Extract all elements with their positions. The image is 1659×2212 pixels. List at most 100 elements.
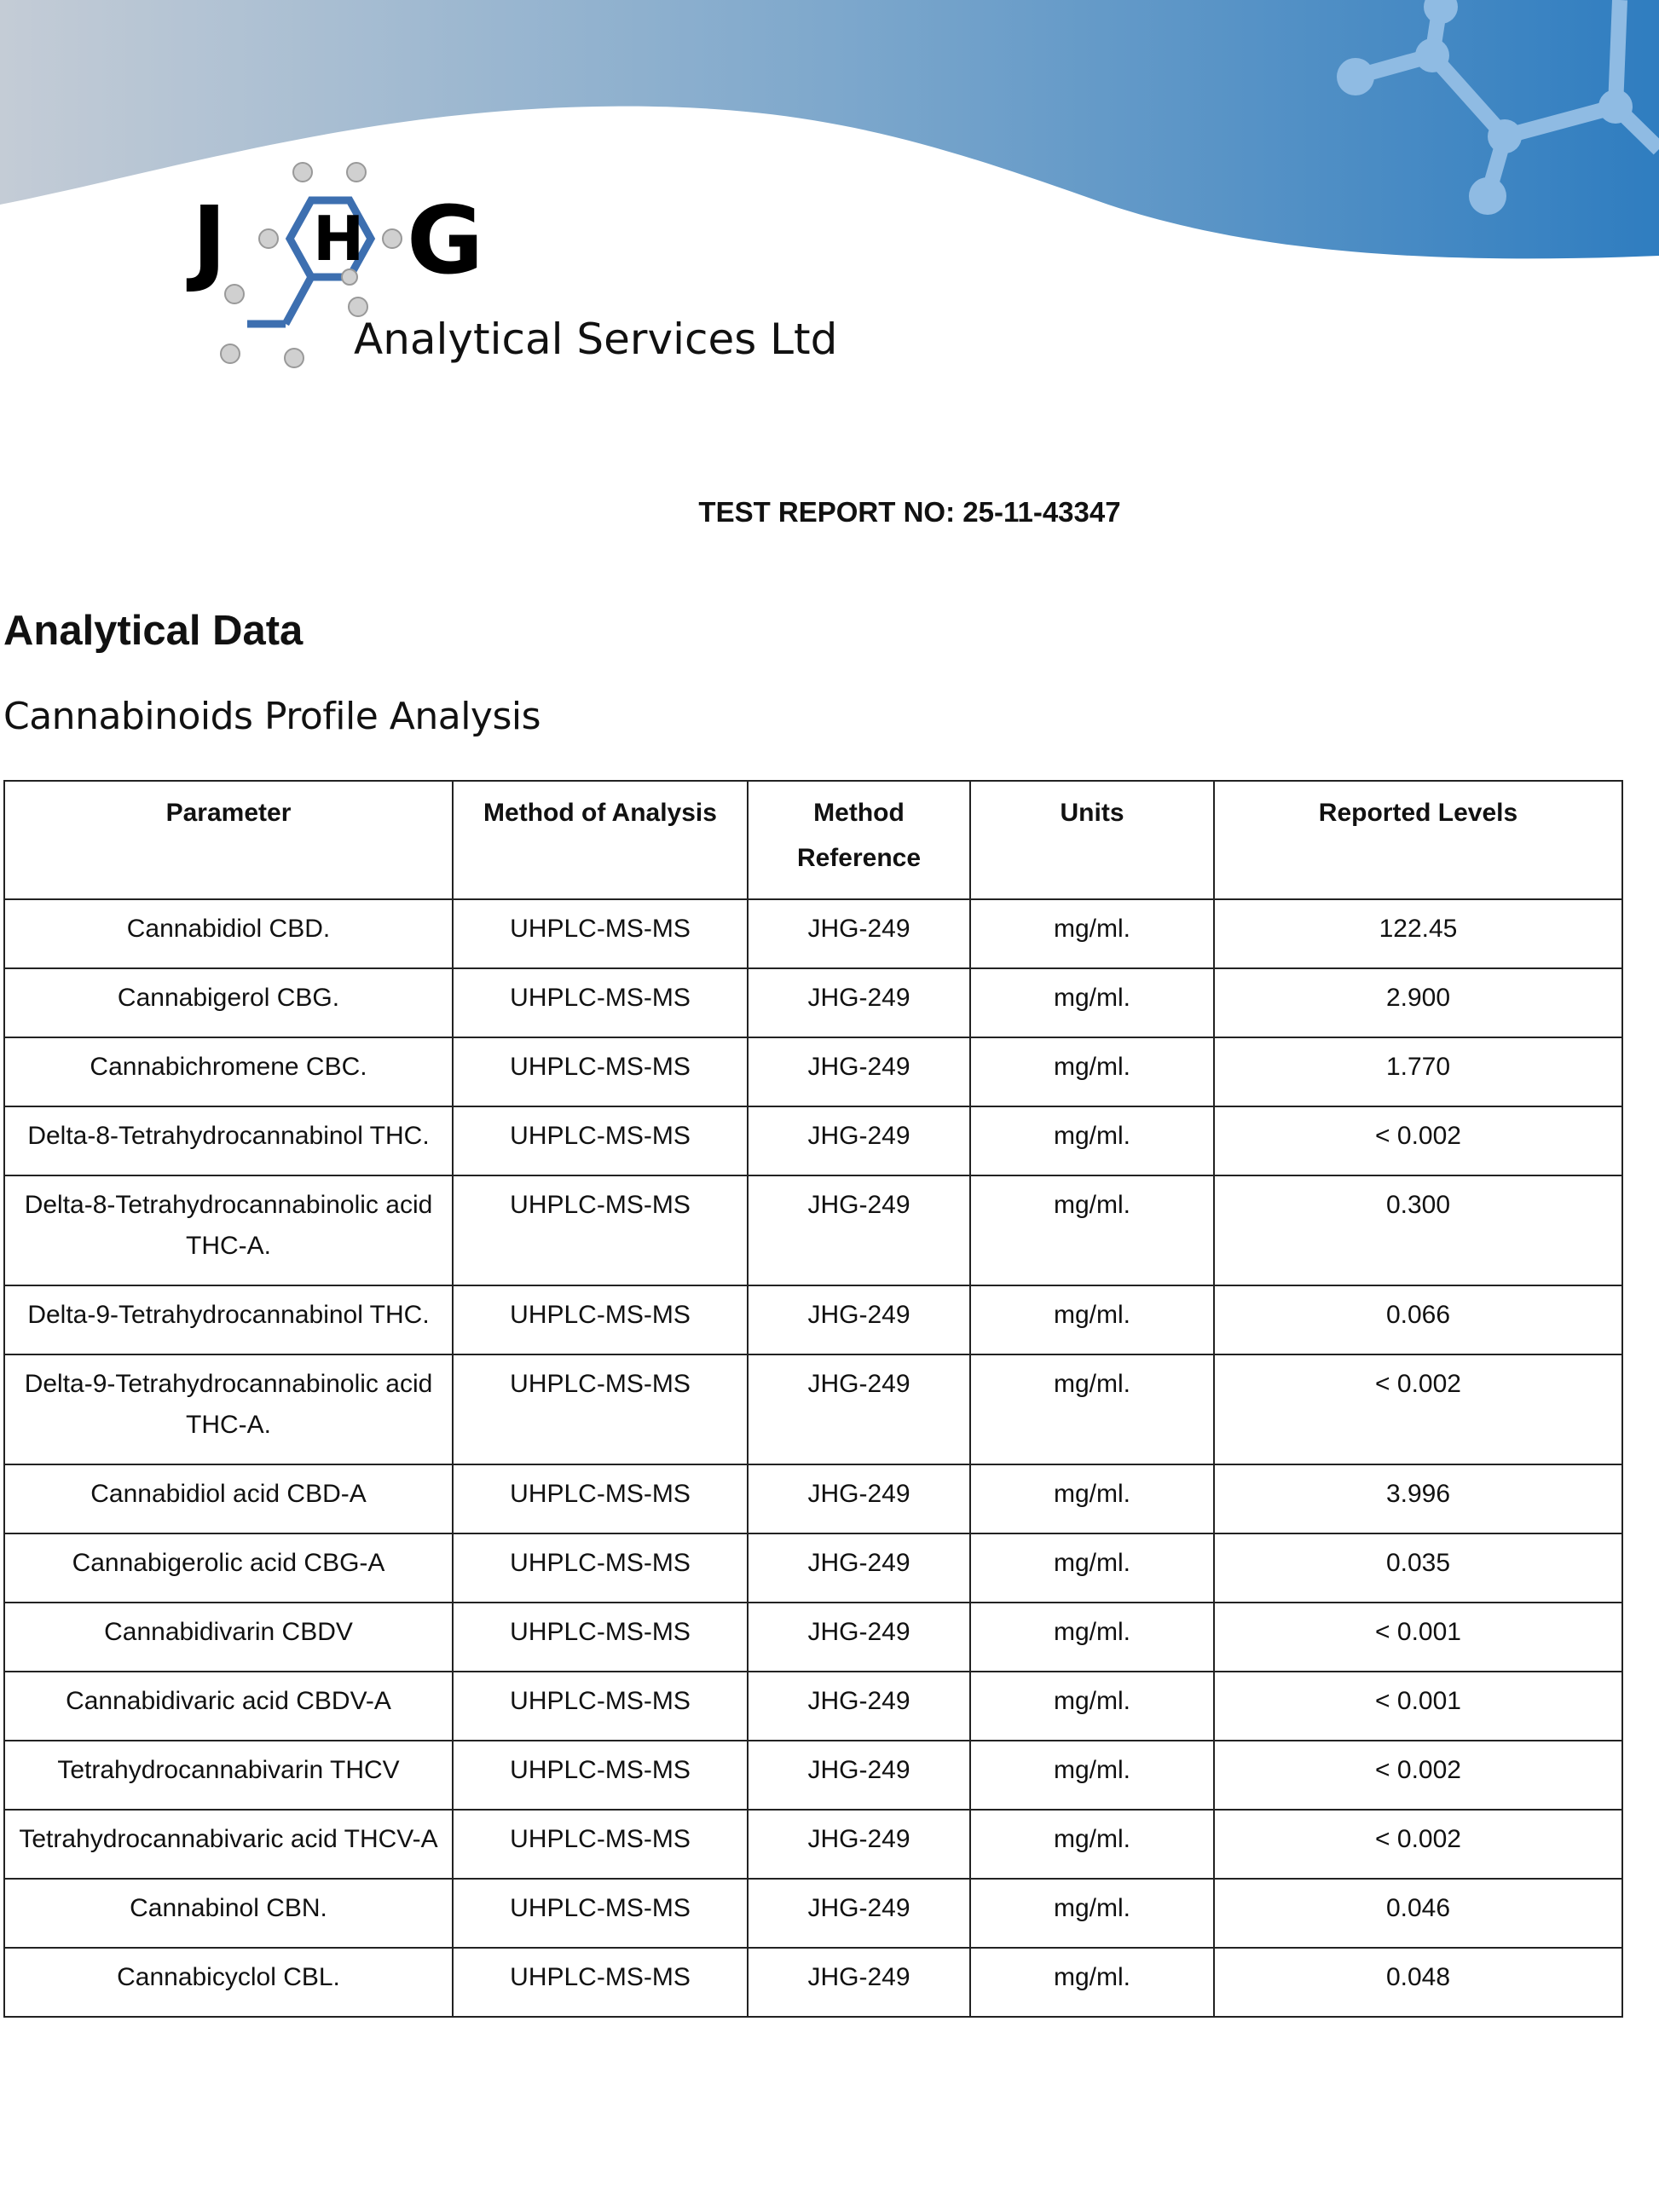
reference-cell: JHG-249 bbox=[747, 1878, 971, 1949]
reference-cell: JHG-249 bbox=[747, 1354, 971, 1465]
reference-cell: JHG-249 bbox=[747, 1740, 971, 1811]
logo-letter-j: J bbox=[186, 186, 227, 295]
level-cell: 0.035 bbox=[1213, 1533, 1623, 1603]
section-subtitle: Cannabinoids Profile Analysis bbox=[3, 695, 541, 738]
units-cell: mg/ml. bbox=[969, 1671, 1215, 1741]
reference-cell: JHG-249 bbox=[747, 1175, 971, 1286]
units-cell: mg/ml. bbox=[969, 1878, 1215, 1949]
units-cell: mg/ml. bbox=[969, 1354, 1215, 1465]
units-cell: mg/ml. bbox=[969, 1533, 1215, 1603]
method-cell: UHPLC-MS-MS bbox=[452, 1671, 749, 1741]
method-cell: UHPLC-MS-MS bbox=[452, 898, 749, 969]
parameter-cell: Cannabigerolic acid CBG-A bbox=[3, 1533, 454, 1603]
table-row: Cannabigerolic acid CBG-A UHPLC-MS-MS JHG-… bbox=[3, 1533, 1623, 1603]
parameter-cell: Tetrahydrocannabivarin THCV bbox=[3, 1740, 454, 1811]
header-banner bbox=[0, 0, 1659, 259]
units-cell: mg/ml. bbox=[969, 1285, 1215, 1355]
method-cell: UHPLC-MS-MS bbox=[452, 1464, 749, 1534]
method-cell: UHPLC-MS-MS bbox=[452, 1175, 749, 1286]
method-cell: UHPLC-MS-MS bbox=[452, 1354, 749, 1465]
method-cell: UHPLC-MS-MS bbox=[452, 1809, 749, 1880]
level-cell: 3.996 bbox=[1213, 1464, 1623, 1534]
method-cell: UHPLC-MS-MS bbox=[452, 1602, 749, 1672]
level-cell: 0.048 bbox=[1213, 1947, 1623, 2018]
parameter-cell: Cannabigerol CBG. bbox=[3, 967, 454, 1038]
reference-cell: JHG-249 bbox=[747, 898, 971, 969]
table-row: Cannabidiol acid CBD-A UHPLC-MS-MS JHG-249… bbox=[3, 1464, 1623, 1534]
reference-cell: JHG-249 bbox=[747, 1106, 971, 1176]
method-cell: UHPLC-MS-MS bbox=[452, 1533, 749, 1603]
cannabinoids-table: Parameter Method of Analysis Method Refe… bbox=[3, 780, 1623, 2018]
method-cell: UHPLC-MS-MS bbox=[452, 1037, 749, 1107]
reference-cell: JHG-249 bbox=[747, 1533, 971, 1603]
header-reported-levels: Reported Levels bbox=[1213, 780, 1623, 900]
reference-cell: JHG-249 bbox=[747, 1285, 971, 1355]
level-cell: < 0.002 bbox=[1213, 1740, 1623, 1811]
table-row: Tetrahydrocannabivaric acid THCV-A UHPLC-… bbox=[3, 1809, 1623, 1880]
table-row: Cannabichromene CBC. UHPLC-MS-MS JHG-249 mg… bbox=[3, 1037, 1623, 1107]
reference-cell: JHG-249 bbox=[747, 967, 971, 1038]
molecule-icon bbox=[1337, 0, 1659, 215]
table-row: Delta-8-Tetrahydrocannabinolic acid THC-… bbox=[3, 1175, 1623, 1286]
table-row: Cannabidiol CBD. UHPLC-MS-MS JHG-249 mg/ml.… bbox=[3, 898, 1623, 969]
parameter-cell: Cannabidiol acid CBD-A bbox=[3, 1464, 454, 1534]
parameter-cell: Delta-8-Tetrahydrocannabinolic acid THC-… bbox=[3, 1175, 454, 1286]
level-cell: 0.066 bbox=[1213, 1285, 1623, 1355]
table-row: Delta-9-Tetrahydrocannabinolic acid THC-… bbox=[3, 1354, 1623, 1465]
level-cell: 0.300 bbox=[1213, 1175, 1623, 1286]
parameter-cell: Delta-9-Tetrahydrocannabinol THC. bbox=[3, 1285, 454, 1355]
parameter-cell: Cannabidivaric acid CBDV-A bbox=[3, 1671, 454, 1741]
level-cell: < 0.002 bbox=[1213, 1354, 1623, 1465]
method-cell: UHPLC-MS-MS bbox=[452, 1878, 749, 1949]
header-method-of-analysis: Method of Analysis bbox=[452, 780, 749, 900]
reference-cell: JHG-249 bbox=[747, 1602, 971, 1672]
parameter-cell: Cannabidivarin CBDV bbox=[3, 1602, 454, 1672]
units-cell: mg/ml. bbox=[969, 1464, 1215, 1534]
parameter-cell: Cannabidiol CBD. bbox=[3, 898, 454, 969]
level-cell: 0.046 bbox=[1213, 1878, 1623, 1949]
reference-cell: JHG-249 bbox=[747, 1464, 971, 1534]
parameter-cell: Delta-9-Tetrahydrocannabinolic acid THC-… bbox=[3, 1354, 454, 1465]
logo-letter-h: H bbox=[313, 203, 364, 274]
banner-wave bbox=[0, 0, 1659, 259]
reference-cell: JHG-249 bbox=[747, 1809, 971, 1880]
units-cell: mg/ml. bbox=[969, 1947, 1215, 2018]
method-cell: UHPLC-MS-MS bbox=[452, 1740, 749, 1811]
method-cell: UHPLC-MS-MS bbox=[452, 1947, 749, 2018]
table-row: Cannabidivaric acid CBDV-A UHPLC-MS-MS JHG… bbox=[3, 1671, 1623, 1741]
method-cell: UHPLC-MS-MS bbox=[452, 1106, 749, 1176]
table-row: Cannabicyclol CBL. UHPLC-MS-MS JHG-249 mg/m… bbox=[3, 1947, 1623, 2018]
header-parameter: Parameter bbox=[3, 780, 454, 900]
table-header-row: Parameter Method of Analysis Method Refe… bbox=[3, 780, 1623, 900]
header-units: Units bbox=[969, 780, 1215, 900]
reference-cell: JHG-249 bbox=[747, 1671, 971, 1741]
level-cell: < 0.002 bbox=[1213, 1106, 1623, 1176]
level-cell: < 0.001 bbox=[1213, 1602, 1623, 1672]
level-cell: < 0.001 bbox=[1213, 1671, 1623, 1741]
company-logo: J H G Analytical Services Ltd bbox=[186, 162, 837, 368]
parameter-cell: Tetrahydrocannabivaric acid THCV-A bbox=[3, 1809, 454, 1880]
units-cell: mg/ml. bbox=[969, 1809, 1215, 1880]
parameter-cell: Cannabinol CBN. bbox=[3, 1878, 454, 1949]
test-report-number: TEST REPORT NO: 25-11-43347 bbox=[698, 496, 1121, 528]
units-cell: mg/ml. bbox=[969, 1740, 1215, 1811]
header-method-reference: Method Reference bbox=[747, 780, 971, 900]
method-cell: UHPLC-MS-MS bbox=[452, 967, 749, 1038]
units-cell: mg/ml. bbox=[969, 1106, 1215, 1176]
units-cell: mg/ml. bbox=[969, 967, 1215, 1038]
method-cell: UHPLC-MS-MS bbox=[452, 1285, 749, 1355]
level-cell: 1.770 bbox=[1213, 1037, 1623, 1107]
logo-letter-g: G bbox=[407, 186, 483, 295]
table-row: Cannabigerol CBG. UHPLC-MS-MS JHG-249 mg/ml… bbox=[3, 967, 1623, 1038]
table-row: Tetrahydrocannabivarin THCV UHPLC-MS-MS JH… bbox=[3, 1740, 1623, 1811]
parameter-cell: Cannabicyclol CBL. bbox=[3, 1947, 454, 2018]
level-cell: < 0.002 bbox=[1213, 1809, 1623, 1880]
section-title: Analytical Data bbox=[3, 608, 303, 654]
units-cell: mg/ml. bbox=[969, 1602, 1215, 1672]
table-row: Cannabinol CBN. UHPLC-MS-MS JHG-249 mg/ml. 0… bbox=[3, 1878, 1623, 1949]
reference-cell: JHG-249 bbox=[747, 1947, 971, 2018]
table-row: Delta-9-Tetrahydrocannabinol THC. UHPLC-M… bbox=[3, 1285, 1623, 1355]
reference-cell: JHG-249 bbox=[747, 1037, 971, 1107]
level-cell: 2.900 bbox=[1213, 967, 1623, 1038]
table-row: Delta-8-Tetrahydrocannabinol THC. UHPLC-M… bbox=[3, 1106, 1623, 1176]
